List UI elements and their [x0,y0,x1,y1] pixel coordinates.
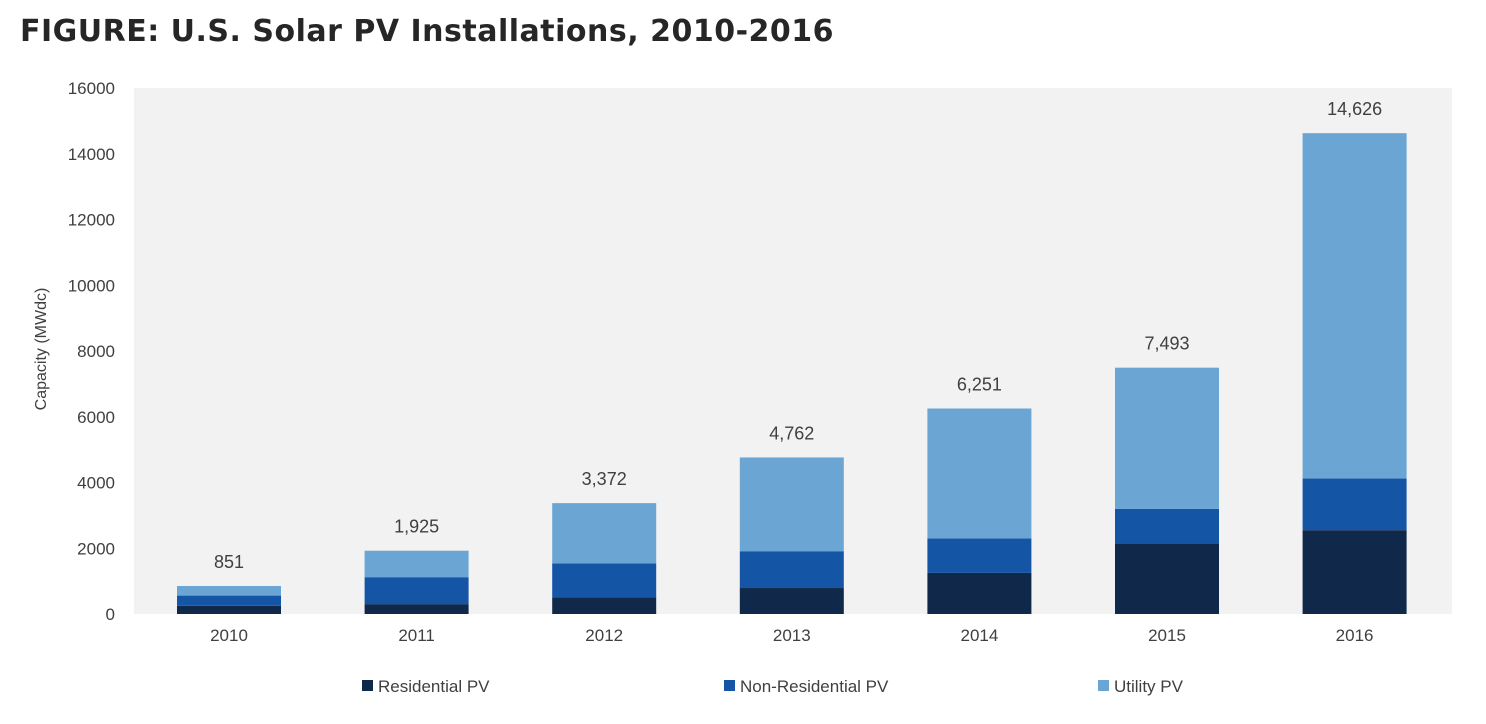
y-tick-label: 2000 [77,539,115,558]
y-tick-label: 16000 [68,79,115,98]
bar-segment [177,595,281,606]
bar-segment [364,577,469,605]
y-tick-label: 0 [106,605,115,624]
total-labels: 851 1,925 3,372 4,762 6,251 7,493 14,626 [214,99,1382,572]
legend-swatch [362,680,373,691]
bar-segment [552,563,657,598]
bars [177,133,1407,614]
bar-segment [1302,478,1407,531]
legend-label: Non-Residential PV [740,677,889,696]
bar-segment [739,457,844,552]
bar-segment [177,586,281,596]
bar-segment [1115,367,1219,509]
y-tick-label: 12000 [68,211,115,230]
bar-segment [739,551,844,589]
x-tick-label: 2014 [960,626,998,645]
y-axis-ticks: 0 2000 4000 6000 8000 10000 12000 14000 16000 [68,79,115,624]
bar-segment [927,408,1032,539]
x-tick-label: 2012 [585,626,623,645]
legend-label: Residential PV [378,677,490,696]
y-tick-label: 10000 [68,276,115,295]
legend-swatch [1098,680,1109,691]
total-label: 7,493 [1144,334,1189,354]
total-label: 6,251 [957,374,1002,394]
y-tick-label: 8000 [77,342,115,361]
legend: Residential PV Non-Residential PV Utility … [362,677,1184,696]
legend-label: Utility PV [1114,677,1184,696]
x-tick-label: 2011 [398,626,435,645]
total-label: 3,372 [582,469,627,489]
bar-segment [927,572,1032,614]
total-label: 14,626 [1327,99,1382,119]
total-label: 1,925 [394,517,439,537]
x-axis-ticks: 2010 2011 2012 2013 2014 2015 2016 [210,626,1373,645]
legend-swatch [724,680,735,691]
y-tick-label: 4000 [77,474,115,493]
y-tick-label: 14000 [68,145,115,164]
bar-segment [1302,530,1407,614]
x-tick-label: 2010 [210,626,248,645]
y-axis-title: Capacity (MWdc) [33,288,50,411]
total-label: 4,762 [769,423,814,443]
bar-segment [364,550,469,578]
bar-segment [552,597,657,614]
x-tick-label: 2016 [1336,626,1374,645]
y-tick-label: 6000 [77,408,115,427]
bar-segment [739,588,844,614]
bar-segment [552,503,657,564]
bar-segment [1115,508,1219,544]
x-tick-label: 2013 [773,626,811,645]
total-label: 851 [214,552,244,572]
bar-segment [1115,543,1219,614]
x-tick-label: 2015 [1148,626,1186,645]
bar-segment [927,538,1032,573]
bar-segment [364,604,469,614]
bar-segment [1302,133,1407,479]
figure-title: FIGURE: U.S. Solar PV Installations, 201… [20,14,835,49]
bar-segment [177,605,281,614]
